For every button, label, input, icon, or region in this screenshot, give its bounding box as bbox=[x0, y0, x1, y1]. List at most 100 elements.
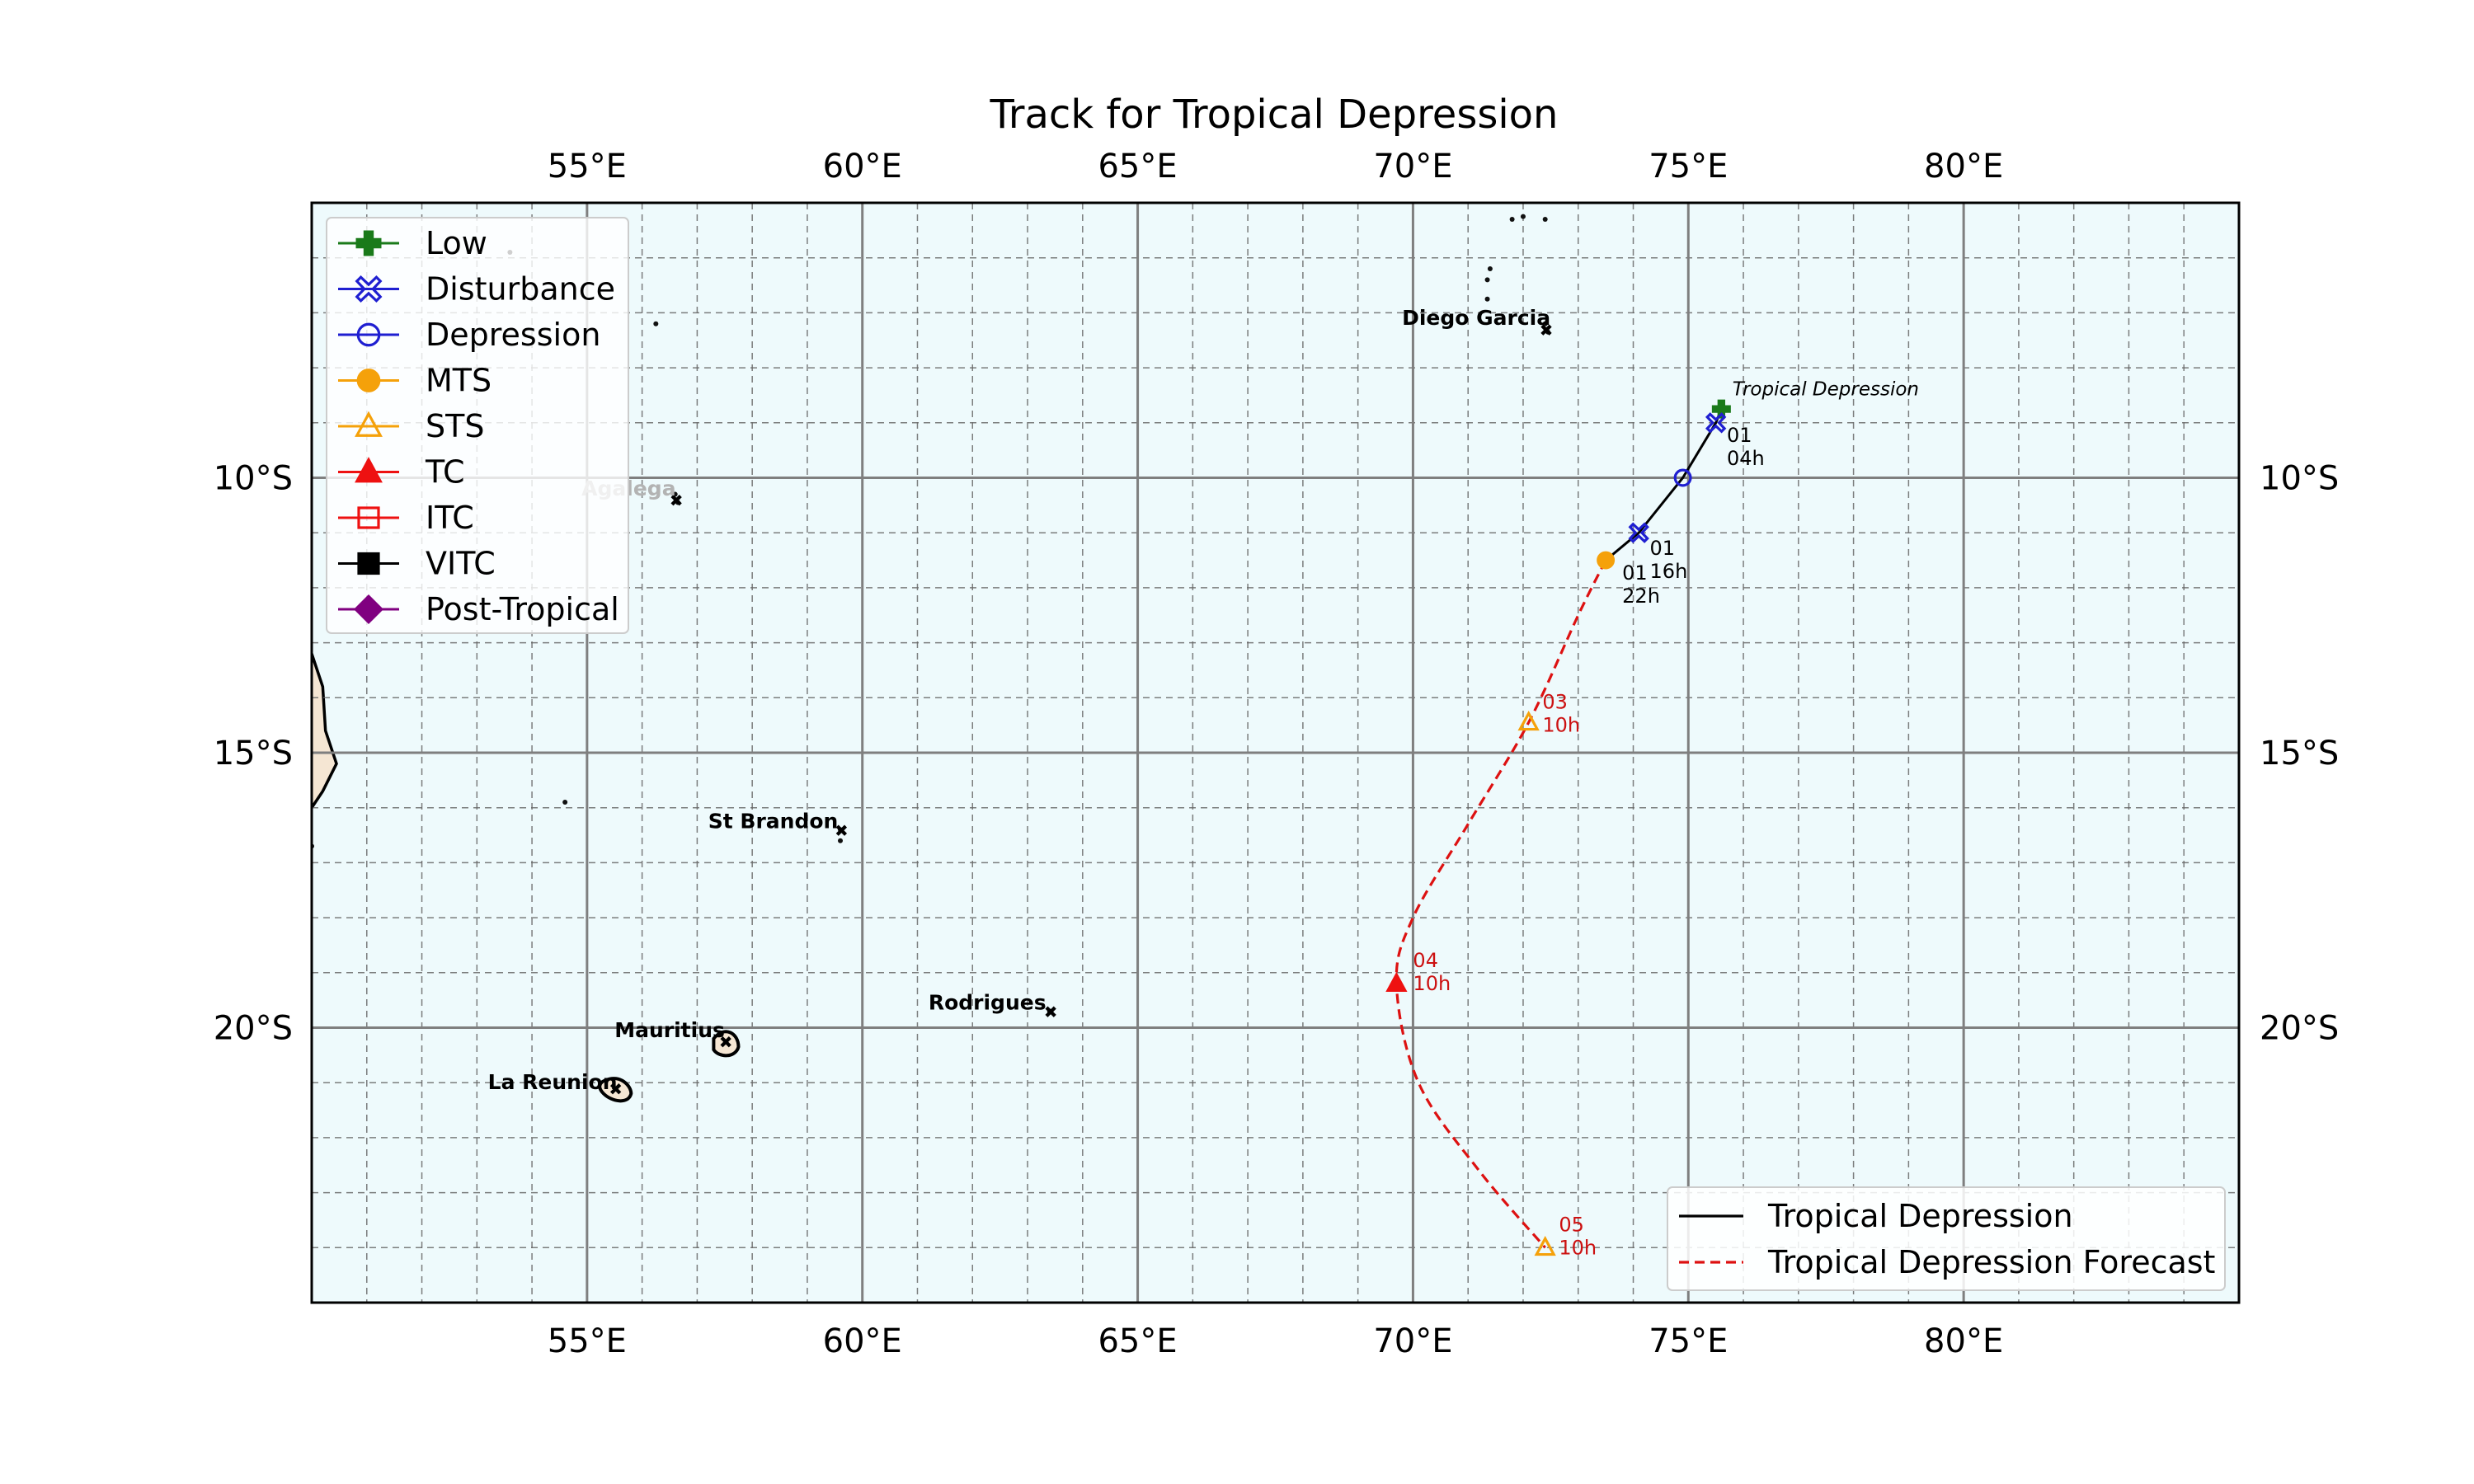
lon-tick-top: 80°E bbox=[1924, 148, 2003, 186]
legend-label: Low bbox=[426, 225, 487, 261]
place-marker: ✖ bbox=[835, 820, 849, 840]
lon-tick-bottom: 70°E bbox=[1373, 1322, 1452, 1360]
time-label-line: 01 bbox=[1622, 561, 1648, 585]
place-marker: ✖ bbox=[1540, 320, 1554, 340]
mauritius-island bbox=[712, 1030, 741, 1058]
storm-label: Tropical Depression bbox=[1733, 378, 1919, 400]
time-label-line: 10h bbox=[1413, 972, 1451, 995]
islet-dot bbox=[1487, 266, 1493, 272]
madagascar-coast bbox=[312, 652, 338, 810]
islet-dot bbox=[1484, 296, 1490, 302]
legend-item-depression: Depression bbox=[338, 317, 600, 353]
islet-dot bbox=[1047, 1008, 1052, 1014]
islet-dot bbox=[838, 827, 844, 833]
islet-dot bbox=[1542, 217, 1548, 223]
place-marker: ✖ bbox=[609, 1079, 623, 1099]
map-frame bbox=[310, 201, 2241, 1304]
track-legend-item: Tropical Depression Forecast bbox=[1679, 1244, 2215, 1280]
lon-tick-bottom: 65°E bbox=[1098, 1322, 1177, 1360]
islet-dot bbox=[672, 491, 678, 497]
lat-tick-right: 15°S bbox=[2260, 735, 2339, 773]
forecast-track-line bbox=[1395, 559, 1607, 1249]
legend-label: Post-Tropical bbox=[426, 591, 619, 627]
place-marker: ✖ bbox=[719, 1032, 733, 1052]
legend-item-sts: STS bbox=[338, 408, 484, 444]
legend-label: ITC bbox=[426, 500, 474, 536]
legend-item-disturbance: Disturbance bbox=[338, 271, 615, 308]
place-label: Diego Garcia bbox=[1402, 306, 1550, 330]
legend-label: Depression bbox=[426, 317, 600, 353]
track-point bbox=[1673, 468, 1692, 487]
islet-dot bbox=[562, 800, 568, 805]
islet-dot bbox=[1484, 277, 1490, 283]
islet-dot bbox=[675, 500, 681, 505]
legend-label: TC bbox=[425, 454, 465, 491]
track-legend: Tropical Depression Tropical Depression F… bbox=[1667, 1186, 2226, 1291]
time-label-line: 05 bbox=[1559, 1213, 1584, 1236]
islet-dot bbox=[653, 321, 659, 326]
forecast-point bbox=[1517, 710, 1540, 731]
legend-marker bbox=[357, 506, 380, 529]
lat-tick-right: 10°S bbox=[2260, 460, 2339, 498]
lat-tick-left: 10°S bbox=[214, 460, 293, 498]
legend-marker bbox=[355, 457, 383, 483]
legend-label: Disturbance bbox=[426, 271, 615, 308]
place-marker: ✖ bbox=[1044, 1002, 1058, 1021]
lon-tick-top: 65°E bbox=[1098, 148, 1177, 186]
lon-tick-top: 55°E bbox=[548, 148, 627, 186]
legend-item-tc: TC bbox=[338, 454, 465, 491]
legend-item-post-tropical: Post-Tropical bbox=[338, 591, 619, 627]
track-point bbox=[1705, 412, 1727, 434]
axis-ticks: 55°E 55°E 60°E 60°E 65°E 65°E 70°E 70°E 75°E 75°E… bbox=[214, 148, 2340, 1360]
legend-item-itc: ITC bbox=[338, 500, 474, 536]
track-point bbox=[1628, 522, 1649, 543]
lon-tick-bottom: 75°E bbox=[1649, 1322, 1728, 1360]
lon-tick-top: 75°E bbox=[1649, 148, 1728, 186]
time-label-line: 03 bbox=[1542, 691, 1568, 714]
track-legend-label: Tropical Depression bbox=[1767, 1198, 2073, 1234]
lon-tick-top: 60°E bbox=[823, 148, 902, 186]
forecast-point bbox=[1534, 1235, 1556, 1256]
legend-marker bbox=[355, 411, 383, 437]
legend-box bbox=[326, 217, 629, 634]
lat-tick-left: 20°S bbox=[214, 1010, 293, 1048]
time-label-line: 04 bbox=[1413, 949, 1438, 972]
legend-label: VITC bbox=[426, 546, 496, 582]
time-label-line: 04h bbox=[1727, 447, 1765, 470]
islet-dot bbox=[838, 838, 844, 843]
legend-label: STS bbox=[426, 408, 484, 444]
la-reunion-island bbox=[598, 1077, 633, 1103]
islet-dot bbox=[1520, 214, 1526, 219]
lon-tick-top: 70°E bbox=[1373, 148, 1452, 186]
track-legend-item: Tropical Depression bbox=[1679, 1198, 2073, 1234]
legend-item-vitc: VITC bbox=[338, 546, 496, 582]
place-marker: ✖ bbox=[670, 491, 684, 510]
map-title: Track for Tropical Depression bbox=[990, 92, 1559, 138]
islet-dot bbox=[1542, 321, 1548, 326]
lon-tick-bottom: 55°E bbox=[548, 1322, 627, 1360]
time-label-line: 16h bbox=[1650, 560, 1688, 583]
time-label-line: 22h bbox=[1622, 585, 1660, 608]
track-point bbox=[1597, 551, 1616, 570]
forecast-point bbox=[1385, 971, 1408, 992]
legend-marker bbox=[356, 369, 381, 392]
islet-dot bbox=[1545, 329, 1551, 335]
islet-dot bbox=[1509, 217, 1515, 223]
track-legend-box bbox=[1667, 1186, 2226, 1291]
legend-marker bbox=[355, 230, 382, 256]
legend-marker bbox=[353, 594, 384, 625]
legend-marker bbox=[356, 322, 381, 347]
time-label-line: 01 bbox=[1727, 424, 1752, 447]
time-label-line: 10h bbox=[1559, 1236, 1597, 1259]
place-label: Mauritius bbox=[614, 1018, 725, 1042]
category-legend: Low Disturbance Depression MTS STS TC ITC VITC P… bbox=[326, 217, 629, 634]
place-label: Rodrigues bbox=[929, 990, 1047, 1014]
lon-tick-bottom: 80°E bbox=[1924, 1322, 2003, 1360]
plot-area: ✖Diego Garcia✖Agalega✖St Brandon✖Rodrigu… bbox=[310, 201, 2241, 1304]
